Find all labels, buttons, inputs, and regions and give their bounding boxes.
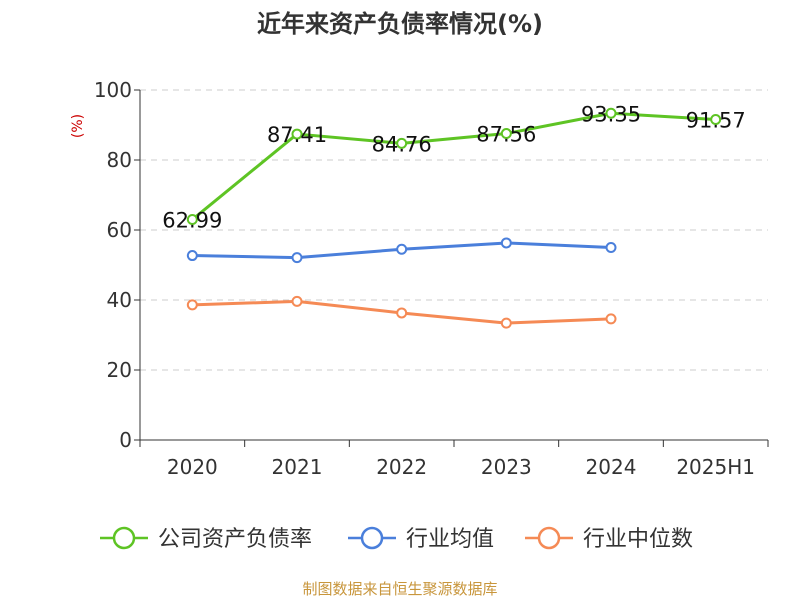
legend[interactable]: 公司资产负债率 行业均值 行业中位数 — [100, 526, 693, 552]
series-line-1 — [191, 111, 716, 221]
x-tick-label: 2023 — [481, 455, 532, 479]
data-label: 87.56 — [476, 123, 536, 147]
y-axis-label: (%) — [70, 114, 86, 138]
y-tick-label: 40 — [107, 288, 132, 312]
data-point — [605, 313, 617, 325]
legend-label: 行业中位数 — [583, 527, 693, 552]
legend-label: 公司资产负债率 — [158, 527, 312, 552]
data-point — [710, 114, 722, 126]
data-point — [396, 243, 408, 255]
chart-title: 近年来资产负债率情况(%) — [257, 10, 543, 38]
data-label: 84.76 — [372, 132, 432, 156]
data-point — [291, 252, 303, 264]
y-tick-label: 60 — [107, 218, 132, 242]
legend-label: 行业均值 — [406, 527, 494, 552]
data-point — [500, 128, 512, 140]
y-tick-label: 0 — [119, 428, 132, 452]
y-tick-label: 80 — [107, 148, 132, 172]
data-point — [186, 250, 198, 262]
legend-item-1[interactable]: 公司资产负债率 — [100, 526, 312, 552]
data-point — [186, 214, 198, 226]
legend-swatch-marker — [537, 526, 561, 550]
data-point — [291, 128, 303, 140]
axes: 0 20 40 60 80 100 2020 2021 2022 2023 2024 2025H1 — [94, 78, 769, 479]
data-labels: 62.99 87.41 84.76 87.56 93.35 91.57 — [162, 102, 745, 232]
data-label: 87.41 — [267, 123, 327, 147]
x-tick-label: 2021 — [272, 455, 323, 479]
x-tick-label: 2025H1 — [676, 455, 755, 479]
x-tick-label: 2020 — [167, 455, 218, 479]
data-point — [291, 295, 303, 307]
legend-item-3[interactable]: 行业中位数 — [525, 526, 693, 552]
legend-item-2[interactable]: 行业均值 — [348, 526, 494, 552]
data-point — [396, 307, 408, 319]
data-label: 93.35 — [581, 102, 641, 126]
series-group — [186, 107, 722, 329]
y-tick-label: 20 — [107, 358, 132, 382]
legend-swatch-marker — [360, 526, 384, 550]
data-point — [396, 137, 408, 149]
data-point — [500, 317, 512, 329]
grid — [140, 89, 768, 371]
x-tick-label: 2024 — [586, 455, 637, 479]
legend-swatch-marker — [112, 526, 136, 550]
data-label: 62.99 — [162, 209, 222, 233]
source-note: 制图数据来自恒生聚源数据库 — [302, 580, 497, 598]
data-point — [186, 299, 198, 311]
data-point — [605, 242, 617, 253]
x-tick-label: 2022 — [376, 455, 427, 479]
data-label: 91.57 — [686, 109, 746, 133]
y-tick-label: 100 — [94, 78, 132, 102]
data-point — [500, 237, 512, 249]
data-point — [605, 107, 617, 119]
